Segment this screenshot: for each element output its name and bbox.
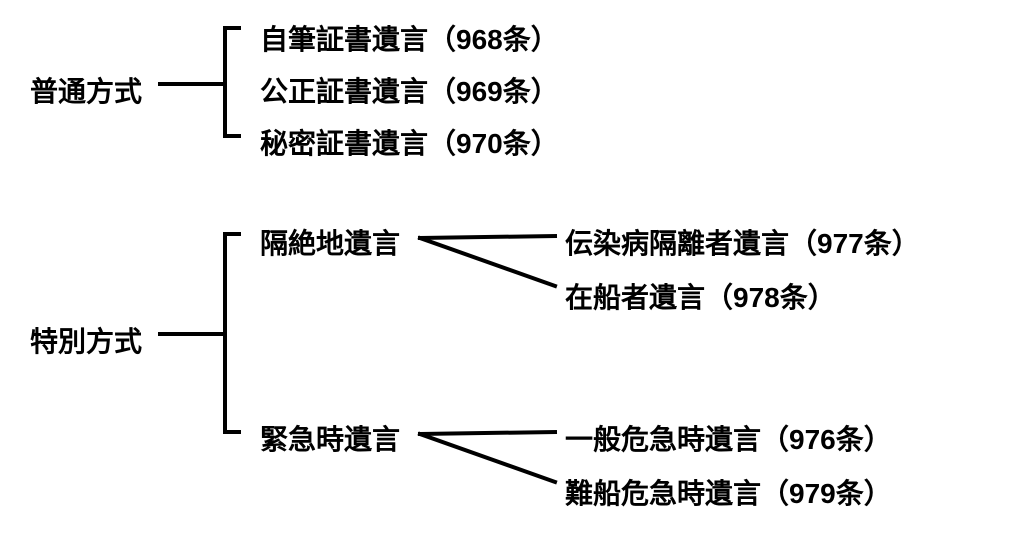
- leaf-s4: 難船危急時遺言（979条）: [565, 472, 892, 512]
- branch-b1: 隔絶地遺言: [260, 222, 400, 262]
- leaf-c1: 自筆証書遺言（968条）: [260, 18, 559, 58]
- branch-b2: 緊急時遺言: [260, 418, 400, 458]
- leaf-s1: 伝染病隔離者遺言（977条）: [565, 222, 920, 262]
- leaf-s3: 一般危急時遺言（976条）: [565, 418, 892, 458]
- root-ordinary: 普通方式: [30, 70, 142, 110]
- leaf-s2: 在船者遺言（978条）: [565, 276, 836, 316]
- root-special: 特別方式: [30, 320, 142, 360]
- leaf-c3: 秘密証書遺言（970条）: [260, 122, 559, 162]
- leaf-c2: 公正証書遺言（969条）: [260, 70, 559, 110]
